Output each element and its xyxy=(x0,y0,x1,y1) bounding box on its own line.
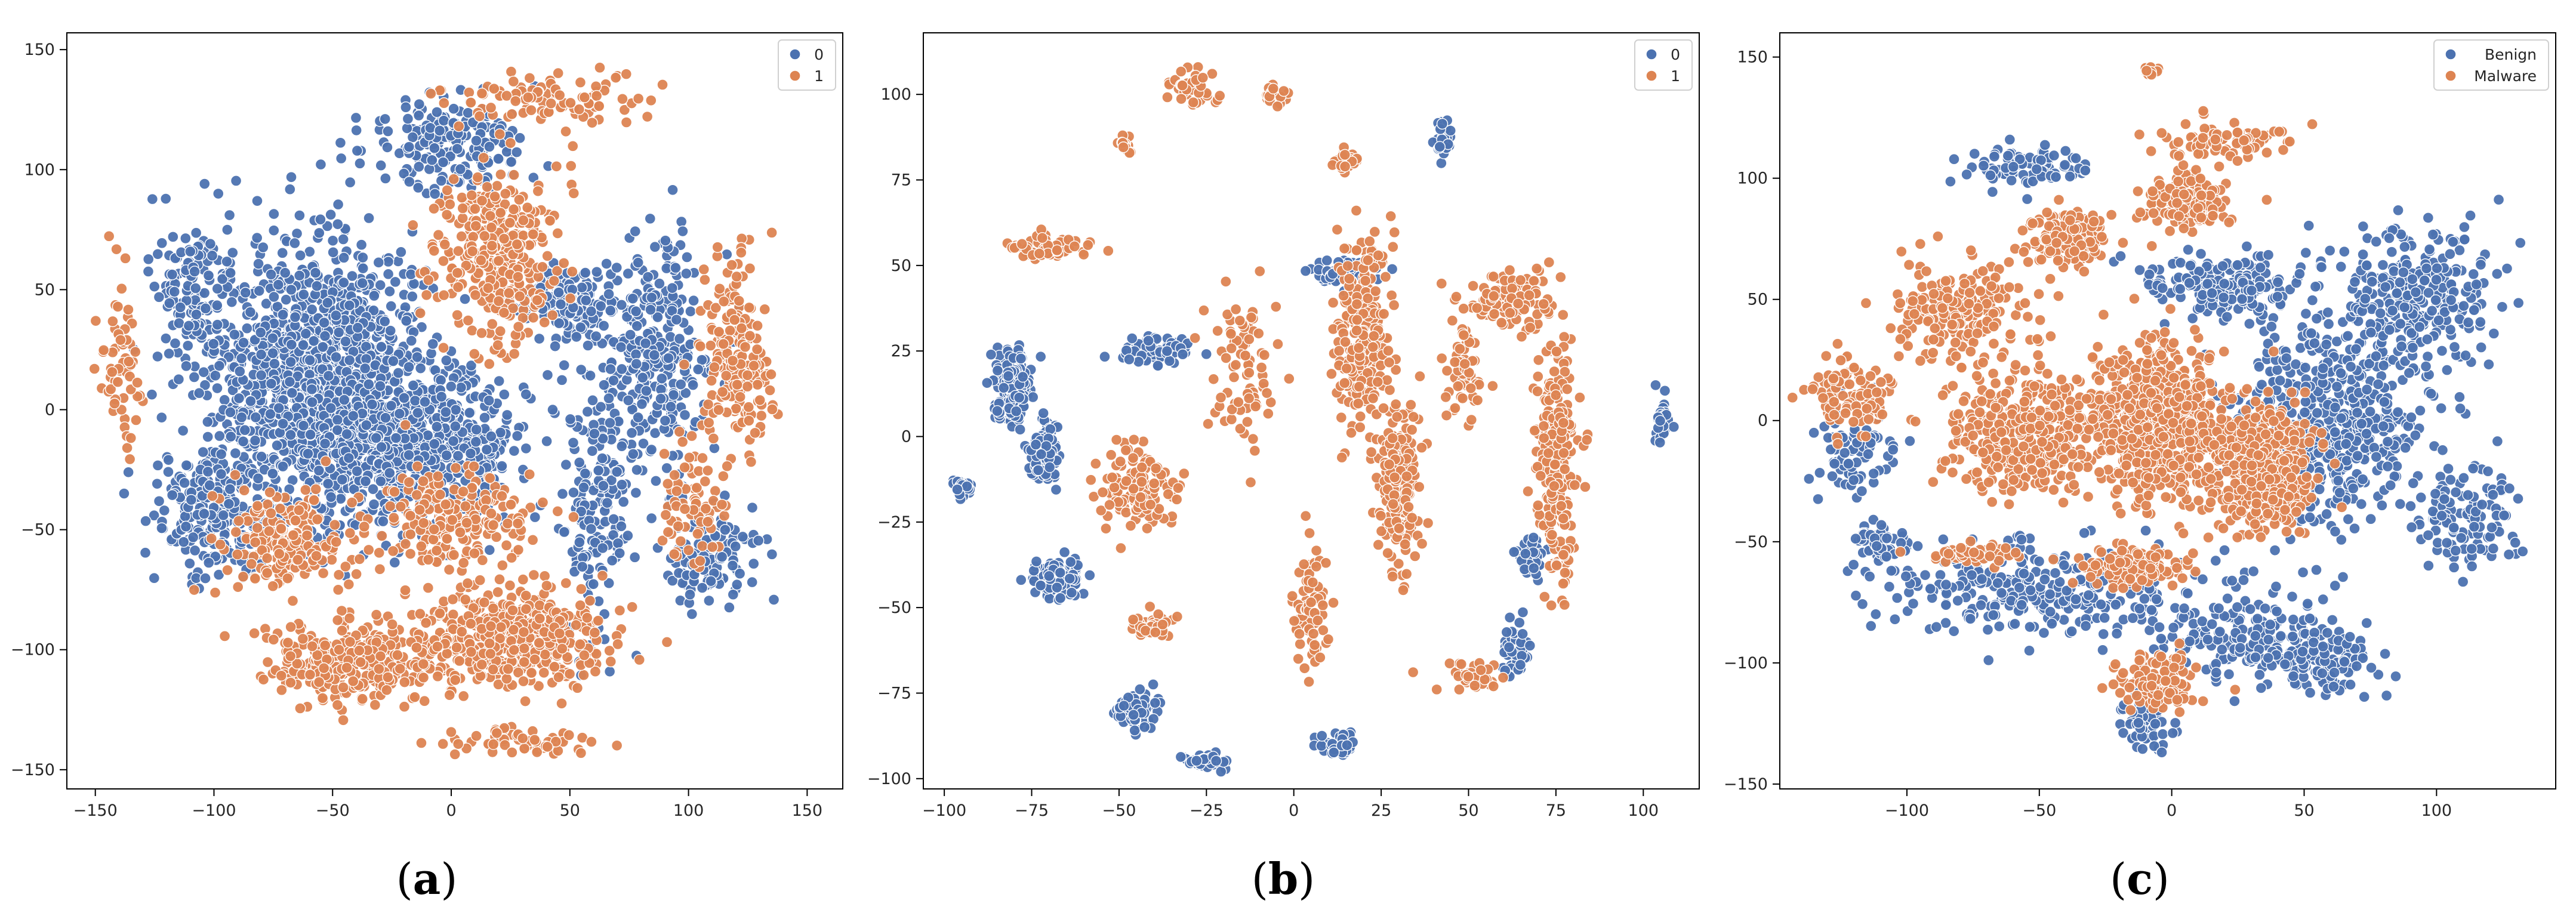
data-point-class0 xyxy=(285,171,297,183)
data-point-class0 xyxy=(382,268,395,280)
points-layer xyxy=(88,61,784,760)
data-point-class0 xyxy=(294,249,306,261)
